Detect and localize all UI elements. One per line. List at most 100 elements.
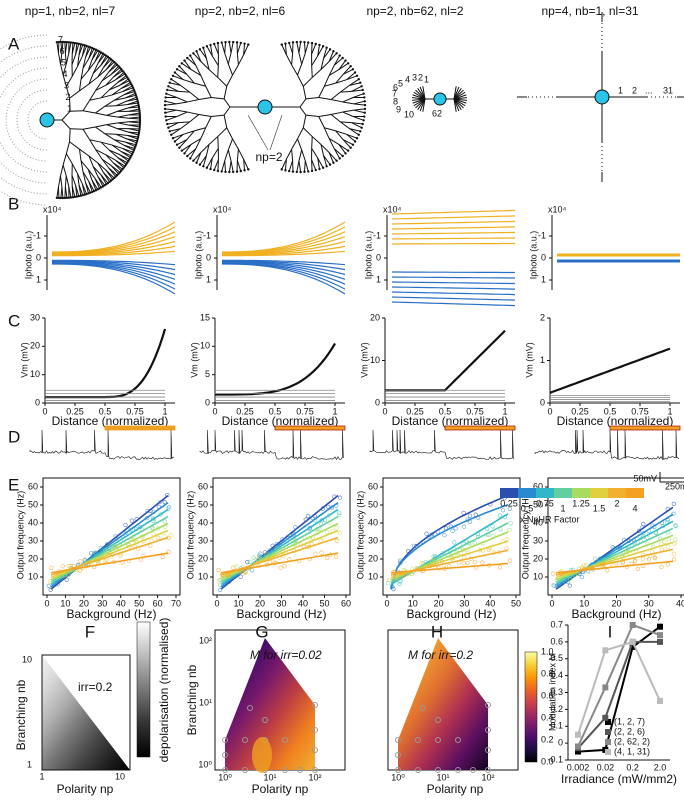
data-point (317, 526, 322, 532)
leaf (303, 40, 306, 44)
branch (351, 85, 362, 92)
y-tick-label: 60 (368, 481, 378, 491)
data-point (156, 535, 161, 541)
x-axis-label: Background (Hz) (406, 607, 496, 621)
y-tick-label: 30 (198, 535, 208, 545)
data-point (313, 518, 318, 523)
branch (210, 44, 213, 57)
photocurrent-trace (52, 236, 176, 255)
y-tick-label: 10 (28, 571, 38, 581)
branch (75, 43, 80, 55)
x-tick-label: 30 (276, 598, 286, 608)
branch (297, 74, 304, 87)
branch (187, 99, 199, 103)
branch (89, 97, 102, 101)
branch (317, 45, 324, 57)
y-tick-label: 0.3 (550, 687, 563, 697)
branch (169, 82, 181, 86)
branch (78, 79, 82, 91)
branch (288, 160, 294, 172)
branch (56, 186, 59, 198)
branch (296, 160, 300, 173)
sample-point (312, 767, 318, 773)
y-tick-label: -1 (373, 230, 381, 240)
branch (103, 172, 110, 183)
data-point (267, 548, 272, 553)
branch (200, 127, 207, 139)
data-point (563, 579, 568, 584)
data-point (238, 574, 243, 579)
sample-point (247, 705, 253, 711)
colorbar-tick-label: 0.5 (521, 503, 534, 513)
data-point (671, 501, 676, 507)
y-tick-label: 30 (533, 535, 543, 545)
branch (297, 127, 304, 140)
branch (60, 186, 63, 199)
leaf (96, 49, 99, 52)
branch (335, 130, 344, 140)
y-axis-label: Output frequency (Hz) (185, 491, 195, 580)
branch (97, 69, 107, 78)
leaf (318, 43, 321, 47)
panel-label: D (8, 427, 20, 446)
multiplier: x10⁴ (383, 204, 402, 214)
y-axis-label: Output frequency (Hz) (355, 491, 365, 580)
data-point (421, 561, 426, 566)
branch (97, 176, 104, 187)
data-point (665, 562, 670, 567)
leaf (341, 56, 344, 60)
branch (106, 122, 119, 126)
branch (217, 127, 228, 137)
x-tick-label: 60 (153, 598, 163, 608)
branch (200, 75, 207, 87)
x-tick-label: 0.75 (126, 406, 144, 416)
voltage-curve (215, 342, 336, 396)
data-point (452, 540, 457, 545)
photocurrent-trace (391, 276, 515, 279)
leaf (243, 169, 246, 172)
colorbar-tick-label: 1.25 (572, 498, 590, 508)
data-point (450, 555, 456, 561)
leaf (349, 65, 352, 68)
branch (236, 149, 239, 161)
leaf (138, 123, 142, 127)
y-tick-label: 10 (370, 355, 380, 365)
colorbar-label: x NpHR Factor (520, 514, 580, 524)
leaf (198, 163, 202, 166)
branch (92, 63, 99, 74)
leaf (71, 41, 75, 44)
leaf (280, 43, 283, 46)
branch (85, 47, 91, 58)
leaf (363, 107, 367, 111)
leaf (363, 96, 366, 99)
y-tick-label: -1 (33, 230, 41, 240)
x-axis-label: Distance (normalized) (52, 414, 169, 428)
leaf (362, 92, 365, 95)
leaf (189, 54, 192, 57)
y-tick-label: 20 (30, 341, 40, 351)
leaf (77, 194, 81, 198)
data-point (338, 495, 343, 500)
leaf (138, 117, 142, 121)
leaf (231, 40, 235, 44)
branch (95, 84, 107, 91)
y-tick-label: 0 (540, 397, 545, 407)
leaf (57, 40, 61, 44)
branch (117, 157, 127, 165)
y-tick-label: 60 (28, 481, 38, 491)
branch (285, 148, 293, 160)
leaf (127, 77, 130, 81)
photocurrent-trace (222, 261, 346, 280)
branch (342, 68, 354, 75)
data-point (288, 534, 293, 539)
data-point (46, 583, 52, 589)
x-tick-label: 0.25 (406, 406, 424, 416)
photocurrent-trace (222, 221, 346, 253)
branch (61, 119, 71, 130)
branch (176, 68, 188, 75)
branch (57, 53, 61, 65)
branch (69, 128, 71, 142)
branch (69, 90, 80, 99)
x-tick-label: 10 (579, 598, 589, 608)
